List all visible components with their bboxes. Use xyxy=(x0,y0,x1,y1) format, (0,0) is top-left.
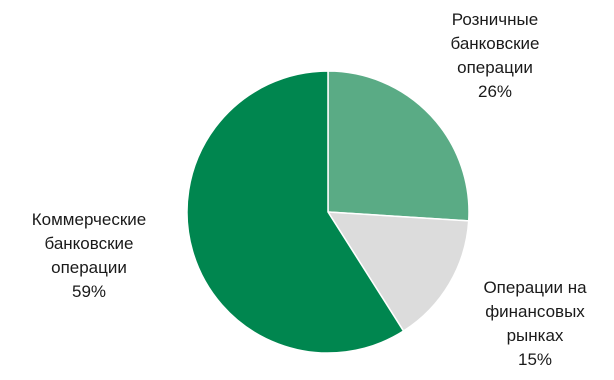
slice-value-commercial: 59% xyxy=(71,282,107,301)
slice-label-markets-line-1: Операции на xyxy=(483,278,587,297)
slice-label-retail-line-2: банковские xyxy=(450,34,540,53)
pie-slice-commercial xyxy=(186,70,405,354)
pie-slice-markets xyxy=(327,211,470,332)
slice-label-retail-line-3: операции xyxy=(457,58,533,77)
slice-label-commercial-line-3: операции xyxy=(51,258,127,277)
slice-value-retail: 26% xyxy=(477,82,513,101)
slice-label-retail-line-1: Розничные xyxy=(451,10,539,29)
slice-label-markets: Операции на финансовых рынках 15% xyxy=(460,276,610,372)
slice-label-markets-line-2: финансовых xyxy=(485,302,585,321)
slice-label-commercial-line-2: банковские xyxy=(44,234,134,253)
slice-label-markets-line-3: рынках xyxy=(506,326,564,345)
slice-label-retail: Розничные банковские операции 26% xyxy=(420,8,570,104)
pie-slice-retail xyxy=(327,70,470,222)
slice-value-markets: 15% xyxy=(517,350,553,369)
slice-label-commercial-line-1: Коммерческие xyxy=(31,210,147,229)
slice-label-commercial: Коммерческие банковские операции 59% xyxy=(14,208,164,304)
